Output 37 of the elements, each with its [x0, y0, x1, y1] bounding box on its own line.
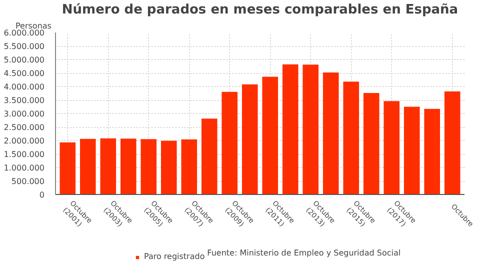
bar: [404, 106, 420, 194]
y-tick-label: 4.500.000: [4, 69, 45, 78]
y-tick-label: 4.000.000: [4, 82, 45, 92]
bar: [384, 101, 400, 194]
bar: [343, 82, 360, 194]
bar: [100, 138, 116, 194]
y-tick-label: 2.000.000: [4, 136, 45, 146]
y-tick-label: 3.000.000: [4, 110, 45, 118]
y-tick-label: 3.500.000: [4, 96, 45, 105]
bar: [120, 138, 136, 194]
y-tick-label: 2.500.000: [4, 123, 45, 132]
bar: [262, 76, 278, 194]
y-tick-label: 0: [39, 190, 45, 200]
y-tick-label: 500.000: [11, 177, 45, 186]
bar: [424, 108, 440, 194]
source-note: Fuente: Ministerio de Empleo y Seguridad Social: [207, 248, 401, 258]
bar: [302, 64, 319, 194]
y-tick-label: 1.000.000: [4, 164, 45, 172]
bar: [222, 92, 238, 194]
bar: [140, 139, 157, 194]
y-tick-label: 1.500.000: [4, 150, 45, 159]
bar: [444, 91, 460, 194]
bar: [242, 84, 258, 194]
y-tick-label: 5.500.000: [4, 42, 45, 51]
bar: [201, 118, 218, 194]
y-tick-label: 6.000.000: [4, 28, 45, 38]
bar: [60, 142, 76, 194]
bar: [160, 140, 177, 194]
legend-label: Paro registrado: [144, 252, 205, 261]
bar: [181, 139, 198, 194]
chart-title: Número de parados en meses comparables en España: [62, 2, 458, 18]
bar: [363, 92, 380, 194]
bar: [322, 72, 339, 194]
y-tick-label: 5.000.000: [4, 56, 45, 64]
bar: [282, 64, 298, 194]
y-axis-title: Personas: [16, 22, 52, 30]
bar: [80, 138, 96, 194]
